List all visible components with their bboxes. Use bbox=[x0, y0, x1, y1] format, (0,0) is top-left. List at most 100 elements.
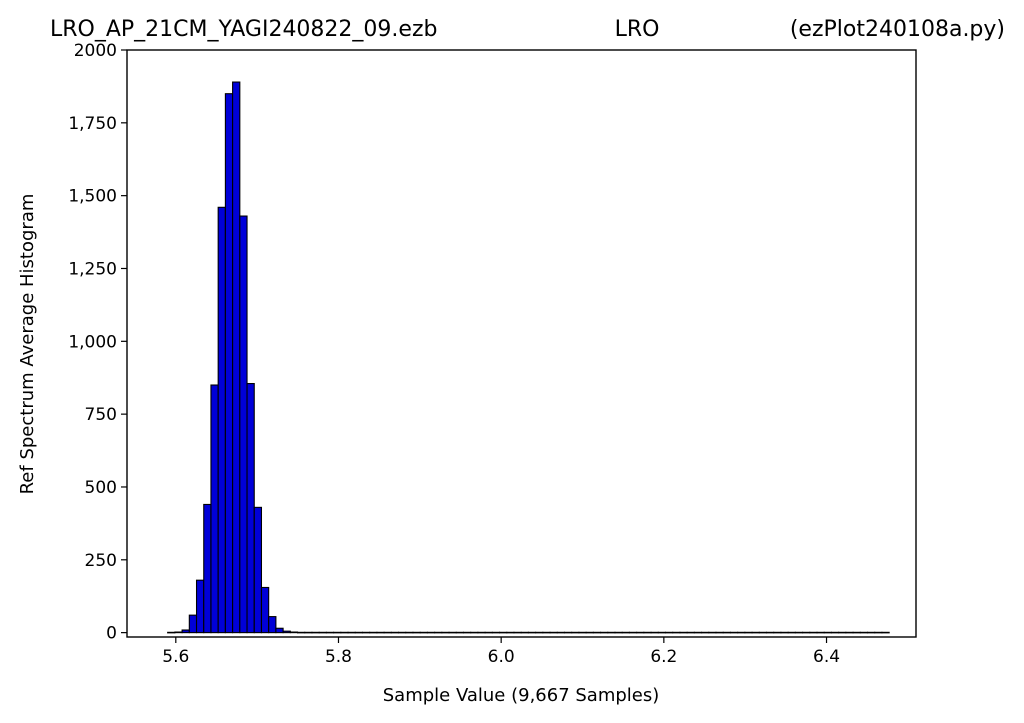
histogram-bar bbox=[787, 631, 796, 634]
histogram-bar bbox=[737, 631, 746, 634]
histogram-bar bbox=[715, 631, 724, 634]
histogram-bar bbox=[830, 631, 840, 634]
histogram-bar bbox=[881, 631, 890, 634]
header-filename: LRO_AP_21CM_YAGI240822_09.ezb bbox=[50, 17, 437, 42]
histogram-bar bbox=[167, 631, 176, 634]
histogram-bar bbox=[628, 631, 638, 634]
histogram-bar bbox=[701, 631, 710, 634]
histogram-bar bbox=[657, 631, 667, 634]
histogram-bar bbox=[643, 631, 652, 634]
histogram-bar bbox=[210, 384, 219, 634]
histogram-bar bbox=[434, 631, 443, 634]
x-axis-label: Sample Value (9,667 Samples) bbox=[383, 685, 660, 706]
histogram-bar bbox=[664, 631, 674, 634]
histogram-bar bbox=[268, 616, 277, 634]
histogram-bar bbox=[462, 631, 472, 634]
histogram-bar bbox=[614, 631, 623, 634]
histogram-bar bbox=[477, 631, 486, 634]
histogram-bar bbox=[513, 631, 522, 634]
y-tick-label: 1,750 bbox=[68, 114, 117, 134]
histogram-bar bbox=[253, 506, 263, 634]
histogram-bar bbox=[520, 631, 529, 634]
histogram-bar bbox=[369, 631, 378, 634]
x-tick-label: 6.0 bbox=[488, 647, 515, 667]
histogram-bar bbox=[563, 631, 573, 634]
histogram-bar bbox=[816, 631, 825, 634]
histogram-bar bbox=[802, 631, 811, 634]
histogram-bar bbox=[311, 631, 320, 634]
histogram-bar bbox=[650, 631, 659, 634]
y-tick-label: 250 bbox=[85, 551, 117, 571]
histogram-bar bbox=[578, 631, 587, 634]
histogram-bar bbox=[758, 631, 768, 634]
histogram-bar bbox=[318, 631, 327, 634]
x-tick-label: 5.8 bbox=[325, 647, 352, 667]
histogram-bar bbox=[506, 631, 515, 634]
y-tick-label: 1,500 bbox=[68, 187, 117, 207]
histogram-bar bbox=[397, 631, 407, 634]
histogram-bar bbox=[600, 631, 609, 634]
y-tick-label: 1,000 bbox=[68, 332, 117, 352]
y-tick-label: 2000 bbox=[74, 41, 117, 61]
histogram-bar bbox=[535, 631, 544, 634]
histogram-bar bbox=[527, 631, 537, 634]
histogram-bar bbox=[455, 631, 465, 634]
header-observatory: LRO bbox=[615, 17, 660, 42]
histogram-bar bbox=[333, 631, 342, 634]
histogram-bar bbox=[361, 631, 371, 634]
histogram-bar bbox=[426, 631, 436, 634]
histogram-bar bbox=[203, 503, 212, 634]
histogram-bar bbox=[275, 627, 284, 634]
histogram-bar bbox=[289, 631, 299, 634]
histogram-bar bbox=[765, 631, 775, 634]
histogram-bar bbox=[874, 631, 883, 634]
histogram-bar bbox=[556, 631, 566, 634]
x-axis-ticks: 5.6 5.8 6.0 6.2 6.4 bbox=[162, 637, 840, 667]
histogram-bars bbox=[167, 81, 890, 634]
histogram-bar bbox=[448, 631, 457, 634]
histogram-bar bbox=[405, 631, 414, 634]
histogram-bar bbox=[224, 93, 234, 634]
y-tick-label: 1,250 bbox=[68, 259, 117, 279]
histogram-bar bbox=[686, 631, 695, 634]
histogram-bar bbox=[282, 630, 291, 634]
histogram-bar bbox=[354, 631, 364, 634]
x-tick-label: 6.4 bbox=[813, 647, 840, 667]
y-axis-label: Ref Spectrum Average Histogram bbox=[17, 194, 38, 495]
histogram-bar bbox=[636, 631, 645, 634]
histogram-bar bbox=[304, 631, 313, 634]
histogram-bar bbox=[376, 631, 385, 634]
histogram-bar bbox=[773, 631, 782, 634]
x-tick-label: 5.6 bbox=[162, 647, 189, 667]
histogram-bar bbox=[340, 631, 349, 634]
histogram-bar bbox=[441, 631, 450, 634]
histogram-bar bbox=[542, 631, 551, 634]
histogram-bar bbox=[246, 383, 255, 634]
histogram-bar bbox=[174, 631, 183, 634]
histogram-bar bbox=[390, 631, 400, 634]
histogram-bar bbox=[621, 631, 630, 634]
histogram-bar bbox=[260, 586, 270, 634]
y-tick-label: 0 bbox=[106, 624, 117, 644]
histogram-bar bbox=[181, 629, 190, 634]
histogram-bar bbox=[823, 631, 832, 634]
histogram-bar bbox=[347, 631, 356, 634]
histogram-bar bbox=[484, 631, 493, 634]
histogram-bar bbox=[383, 631, 392, 634]
histogram-bar bbox=[693, 631, 703, 634]
histogram-bar bbox=[866, 631, 876, 634]
histogram-bar bbox=[679, 631, 688, 634]
histogram-bar bbox=[491, 631, 501, 634]
histogram-bar bbox=[325, 631, 335, 634]
histogram-bar bbox=[744, 631, 753, 634]
plot-frame bbox=[126, 49, 917, 638]
histogram-bar bbox=[571, 631, 580, 634]
histogram-bar bbox=[549, 631, 558, 634]
histogram-bar bbox=[607, 631, 616, 634]
histogram-bar bbox=[499, 631, 508, 634]
histogram-bar bbox=[780, 631, 789, 634]
histogram-bar bbox=[845, 631, 854, 634]
histogram-bar bbox=[419, 631, 428, 634]
histogram-bar bbox=[809, 631, 818, 634]
